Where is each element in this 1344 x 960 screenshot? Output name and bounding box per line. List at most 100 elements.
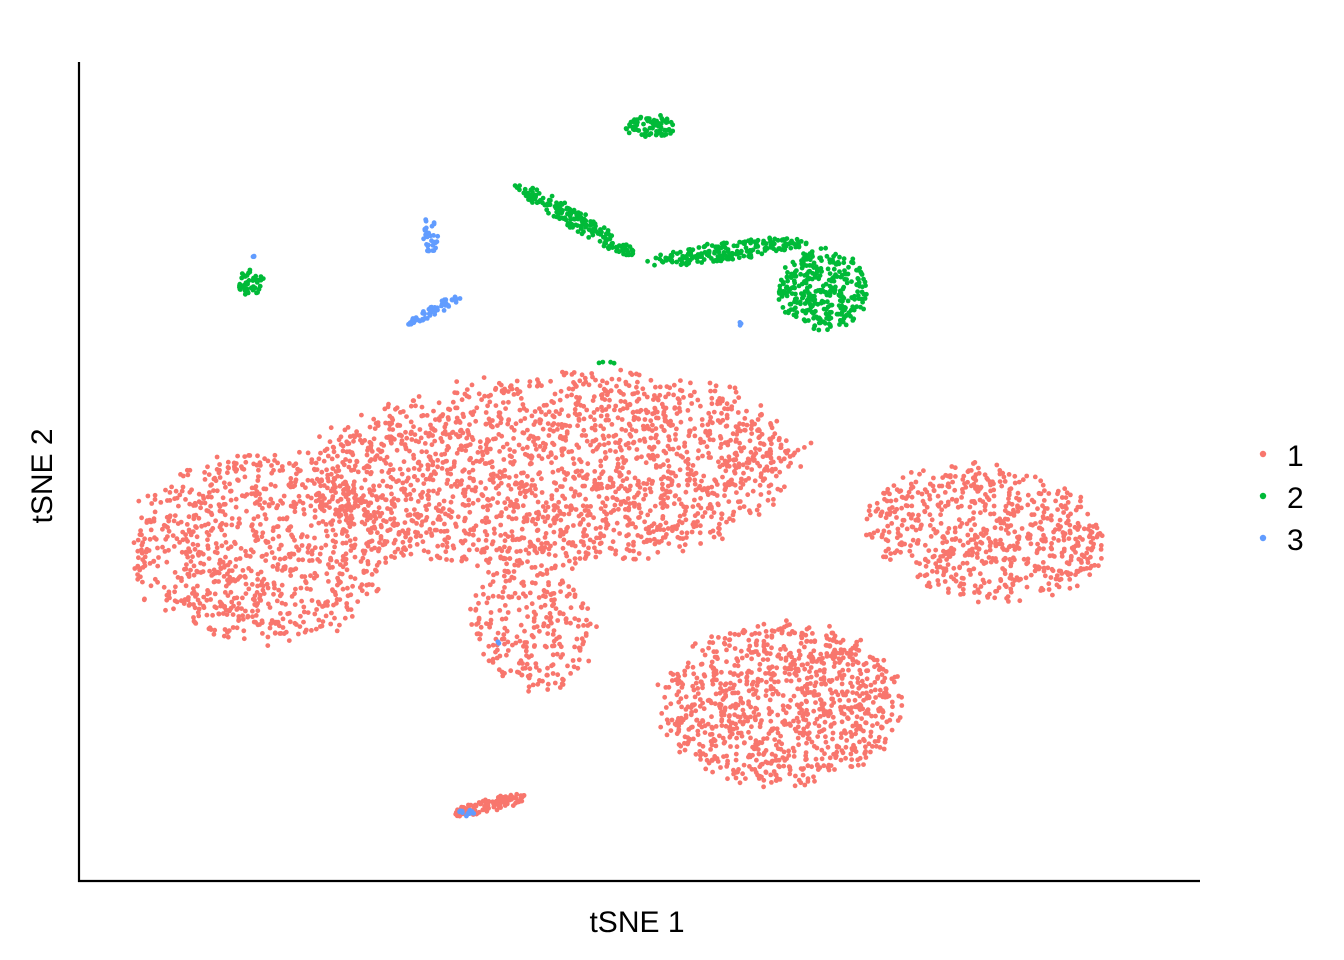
data-point-cluster-1: [707, 418, 713, 424]
data-point-cluster-1: [808, 674, 814, 680]
data-point-cluster-1: [849, 684, 855, 689]
data-point-cluster-1: [1015, 508, 1021, 514]
data-point-cluster-1: [783, 438, 789, 444]
data-point-cluster-1: [527, 672, 533, 678]
data-point-cluster-1: [231, 595, 237, 601]
data-point-cluster-1: [510, 461, 516, 467]
data-point-cluster-1: [482, 461, 488, 466]
data-point-cluster-1: [394, 447, 400, 453]
data-point-cluster-1: [490, 642, 496, 648]
data-point-cluster-1: [775, 486, 781, 492]
data-point-cluster-1: [545, 672, 550, 678]
data-point-cluster-1: [668, 670, 674, 676]
data-point-cluster-1: [744, 653, 750, 659]
data-point-cluster-1: [833, 755, 839, 761]
data-point-cluster-1: [216, 611, 222, 617]
data-point-cluster-1: [744, 465, 750, 470]
data-point-cluster-1: [305, 450, 311, 456]
data-point-cluster-1: [284, 515, 290, 520]
data-point-cluster-1: [838, 658, 843, 663]
data-point-cluster-1: [681, 512, 687, 517]
data-point-cluster-1: [727, 631, 733, 636]
data-point-cluster-1: [679, 685, 685, 690]
data-point-cluster-1: [908, 470, 914, 475]
data-point-cluster-1: [305, 477, 311, 483]
data-point-cluster-1: [786, 464, 791, 469]
data-point-cluster-1: [423, 430, 429, 436]
data-point-cluster-1: [889, 727, 895, 733]
data-point-cluster-1: [572, 594, 578, 600]
data-point-cluster-1: [371, 436, 377, 442]
data-point-cluster-1: [697, 530, 703, 536]
data-point-cluster-1: [345, 497, 351, 503]
data-point-cluster-1: [318, 624, 323, 629]
data-point-cluster-1: [708, 739, 714, 744]
data-point-cluster-1: [327, 505, 332, 510]
data-point-cluster-1: [866, 694, 872, 700]
data-point-cluster-1: [762, 468, 767, 473]
data-point-cluster-1: [472, 488, 478, 494]
data-point-cluster-1: [330, 496, 335, 502]
data-point-cluster-1: [435, 543, 441, 549]
data-point-cluster-1: [342, 615, 348, 621]
data-point-cluster-1: [384, 454, 390, 460]
data-point-cluster-1: [579, 605, 585, 611]
data-point-cluster-1: [562, 477, 568, 482]
data-point-cluster-1: [753, 705, 758, 711]
data-point-cluster-1: [319, 499, 325, 504]
data-point-cluster-1: [1044, 506, 1050, 511]
data-point-cluster-1: [803, 717, 809, 723]
data-point-cluster-1: [513, 800, 518, 806]
data-point-cluster-1: [488, 617, 494, 623]
data-point-cluster-1: [467, 422, 472, 427]
data-point-cluster-1: [966, 567, 972, 573]
data-point-cluster-1: [963, 484, 969, 490]
data-point-cluster-1: [868, 729, 874, 735]
data-point-cluster-1: [693, 708, 699, 714]
data-point-cluster-1: [694, 675, 700, 681]
data-point-cluster-1: [226, 465, 232, 471]
data-point-cluster-1: [1040, 560, 1046, 565]
data-point-cluster-1: [891, 483, 897, 488]
data-point-cluster-1: [365, 543, 371, 549]
data-point-cluster-1: [433, 471, 438, 477]
data-point-cluster-1: [691, 524, 697, 530]
data-point-cluster-1: [626, 383, 632, 389]
data-point-cluster-1: [236, 575, 242, 580]
data-point-cluster-1: [577, 522, 583, 527]
data-point-cluster-1: [236, 478, 241, 483]
data-point-cluster-1: [916, 512, 921, 518]
data-point-cluster-1: [695, 397, 701, 403]
data-point-cluster-1: [198, 570, 204, 575]
data-point-cluster-1: [366, 464, 372, 470]
data-point-cluster-1: [533, 486, 538, 492]
data-point-cluster-1: [1094, 525, 1100, 531]
data-point-cluster-1: [158, 500, 164, 505]
data-point-cluster-1: [722, 487, 728, 493]
data-point-cluster-1: [662, 428, 667, 434]
data-point-cluster-1: [364, 591, 370, 597]
data-point-cluster-1: [479, 449, 485, 455]
data-point-cluster-1: [544, 589, 550, 595]
data-point-cluster-1: [1099, 533, 1105, 539]
data-point-cluster-1: [331, 449, 337, 455]
data-point-cluster-1: [275, 562, 281, 567]
data-point-cluster-1: [424, 530, 429, 535]
data-point-cluster-1: [720, 697, 726, 702]
data-point-cluster-1: [359, 412, 364, 418]
data-point-cluster-1: [345, 533, 350, 539]
data-point-cluster-1: [660, 481, 665, 487]
data-point-cluster-1: [767, 697, 773, 703]
data-point-cluster-1: [749, 422, 755, 428]
data-point-cluster-1: [744, 674, 750, 680]
data-point-cluster-1: [553, 606, 559, 611]
data-point-cluster-1: [724, 415, 730, 421]
data-point-cluster-1: [520, 503, 526, 509]
data-point-cluster-1: [907, 548, 913, 554]
data-point-cluster-1: [322, 448, 328, 454]
data-point-cluster-1: [520, 430, 526, 436]
data-point-cluster-1: [941, 572, 946, 578]
data-point-cluster-1: [337, 519, 342, 524]
data-point-cluster-1: [734, 744, 740, 750]
data-point-cluster-1: [602, 397, 608, 402]
